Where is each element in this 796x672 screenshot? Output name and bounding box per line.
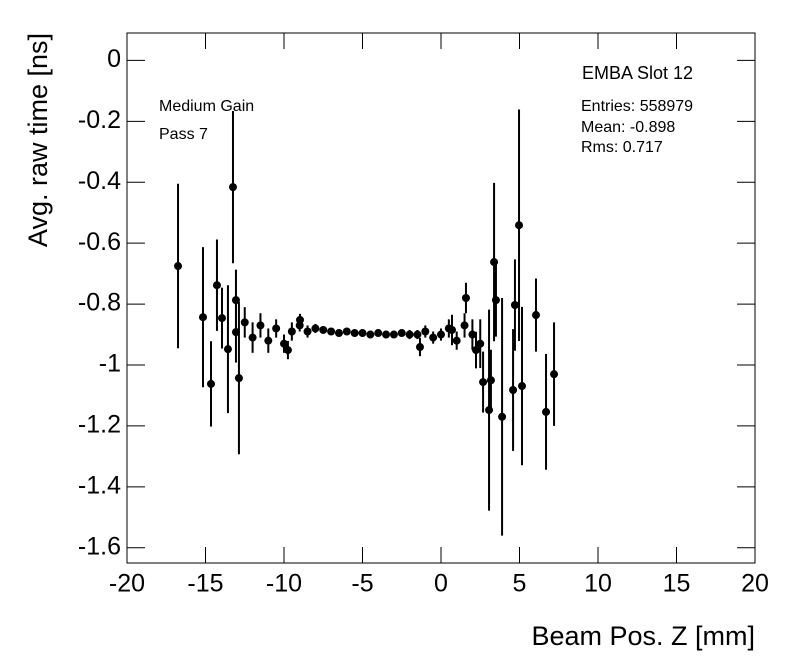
x-tick-label: -10: [266, 570, 302, 598]
data-point: [283, 346, 292, 355]
y-tick-label: -0.6: [78, 228, 121, 256]
data-point: [437, 330, 445, 339]
data-point: [515, 221, 524, 230]
x-tick-label: 15: [663, 570, 691, 598]
data-point: [334, 329, 343, 338]
data-point: [280, 339, 288, 348]
data-point: [413, 330, 422, 339]
data-point: [287, 327, 296, 336]
data-point: [397, 329, 406, 338]
data-point: [389, 330, 398, 339]
data-point: [358, 329, 367, 338]
stats-entry: Mean: -0.898: [581, 119, 675, 136]
x-tick-label: 10: [584, 570, 612, 598]
x-axis-title: Beam Pos. Z [mm]: [531, 621, 755, 651]
data-point: [228, 183, 237, 192]
y-tick-label: -0.4: [78, 167, 121, 195]
stats-title: EMBA Slot 12: [582, 63, 693, 83]
y-tick-label: -1.6: [78, 532, 121, 560]
data-point: [460, 321, 469, 330]
data-point: [405, 330, 414, 339]
data-point: [234, 374, 243, 383]
data-point: [319, 325, 328, 334]
data-point: [217, 314, 226, 323]
data-point: [486, 376, 495, 385]
data-point: [198, 313, 207, 322]
x-tick-label: 0: [434, 570, 448, 598]
data-point: [415, 343, 424, 352]
data-point: [476, 339, 485, 348]
data-point: [472, 346, 481, 355]
data-point: [518, 382, 527, 391]
data-point: [468, 330, 477, 339]
data-point: [240, 318, 249, 327]
x-tick-label: -5: [351, 570, 373, 598]
data-point: [498, 412, 507, 421]
data-point: [174, 262, 183, 271]
stats-entry: Entries: 558979: [581, 98, 693, 115]
data-point: [296, 315, 305, 324]
data-point: [342, 327, 351, 336]
x-tick-label: 5: [513, 570, 527, 598]
data-point: [256, 321, 265, 330]
stats-entry: Rms: 0.717: [581, 139, 663, 156]
y-axis-title: Avg. raw time [ns]: [23, 33, 53, 247]
data-point: [542, 407, 551, 416]
y-tick-label: 0: [107, 45, 121, 73]
data-point: [272, 324, 281, 333]
data-point: [212, 281, 221, 290]
x-tick-label: -15: [187, 570, 223, 598]
data-point: [248, 333, 257, 342]
data-point: [491, 296, 500, 305]
data-point: [303, 327, 312, 336]
x-tick-label: -20: [109, 570, 145, 598]
data-point: [531, 311, 540, 320]
data-point: [350, 329, 359, 338]
y-tick-label: -0.2: [78, 106, 121, 134]
data-point: [311, 324, 320, 333]
data-point: [223, 345, 232, 354]
data-point: [206, 379, 215, 388]
data-point: [374, 329, 383, 338]
data-point: [510, 301, 519, 310]
data-point: [366, 330, 375, 339]
annotation: Medium Gain: [159, 98, 254, 115]
y-tick-label: -1.4: [78, 471, 121, 499]
x-tick-label: 20: [741, 570, 769, 598]
data-point: [479, 378, 488, 387]
data-point: [327, 327, 336, 336]
y-tick-label: -0.8: [78, 289, 121, 317]
y-tick-label: -1: [99, 350, 121, 378]
data-point: [447, 325, 456, 334]
y-tick-label: -1.2: [78, 411, 121, 439]
data-point: [461, 294, 470, 302]
data-point: [550, 370, 559, 379]
data-point: [264, 336, 273, 345]
data-point: [421, 327, 430, 336]
data-point: [452, 336, 461, 345]
data-point: [429, 333, 438, 342]
data-point: [509, 385, 518, 394]
data-point: [382, 330, 391, 339]
annotation: Pass 7: [159, 126, 208, 143]
